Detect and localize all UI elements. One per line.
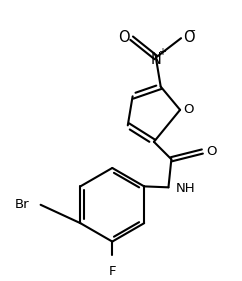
Text: O: O — [118, 30, 130, 45]
Text: NH: NH — [176, 182, 196, 195]
Text: O: O — [183, 103, 194, 116]
Text: O: O — [206, 145, 216, 158]
Text: +: + — [158, 47, 166, 57]
Text: −: − — [188, 26, 196, 37]
Text: Br: Br — [14, 198, 29, 211]
Text: O: O — [183, 30, 195, 45]
Text: F: F — [108, 265, 116, 278]
Text: N: N — [151, 52, 161, 67]
